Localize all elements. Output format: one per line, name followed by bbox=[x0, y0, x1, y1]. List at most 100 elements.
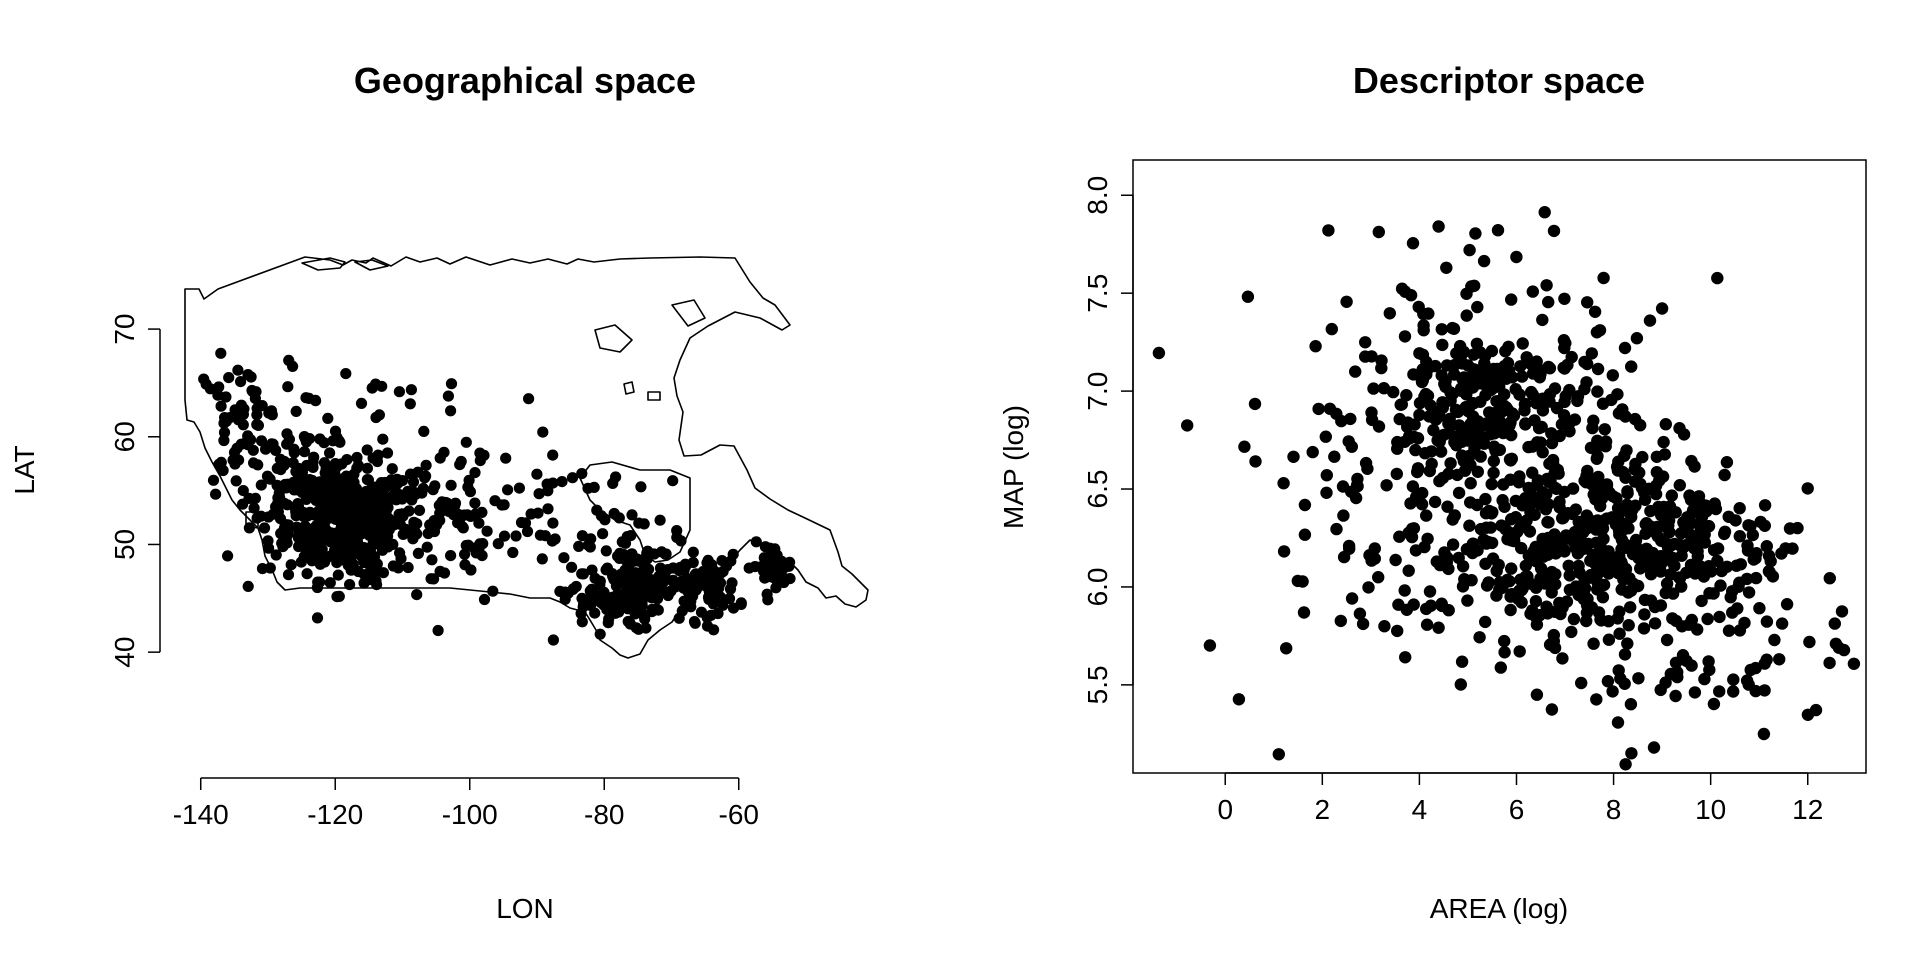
right-point bbox=[1516, 499, 1529, 512]
right-point bbox=[1618, 341, 1632, 355]
right-point bbox=[1701, 612, 1714, 626]
right-point bbox=[1351, 480, 1364, 493]
left-point bbox=[303, 433, 316, 445]
left-point bbox=[576, 468, 588, 480]
right-point bbox=[1742, 678, 1755, 691]
right-point bbox=[1513, 645, 1526, 658]
right-point bbox=[1684, 558, 1698, 572]
left-point bbox=[213, 458, 225, 470]
right-point bbox=[1498, 360, 1511, 373]
left-point bbox=[418, 425, 430, 437]
right-x-tick-label: 8 bbox=[1606, 794, 1622, 825]
right-point bbox=[1464, 496, 1477, 509]
left-point bbox=[750, 536, 762, 548]
left-point bbox=[688, 616, 701, 628]
right-point bbox=[1444, 457, 1457, 470]
left-point bbox=[459, 559, 471, 571]
right-point bbox=[1505, 562, 1518, 575]
left-point bbox=[352, 544, 364, 557]
right-point bbox=[1625, 360, 1638, 373]
right-point bbox=[1527, 544, 1541, 558]
left-point bbox=[640, 622, 652, 634]
left-point bbox=[232, 364, 244, 376]
left-point bbox=[361, 444, 373, 456]
left-point bbox=[382, 530, 394, 542]
left-point bbox=[314, 433, 326, 445]
right-point bbox=[1504, 603, 1517, 617]
left-point bbox=[373, 409, 385, 421]
left-point bbox=[222, 550, 234, 562]
right-point bbox=[1451, 405, 1465, 419]
left-point bbox=[314, 576, 326, 588]
right-point bbox=[1823, 656, 1836, 670]
left-point bbox=[255, 479, 267, 491]
right-point bbox=[1727, 685, 1740, 698]
left-point bbox=[546, 535, 558, 547]
left-point bbox=[247, 444, 259, 456]
right-point bbox=[1688, 460, 1701, 473]
right-point bbox=[1734, 558, 1748, 571]
right-point bbox=[1538, 206, 1551, 219]
left-point bbox=[387, 490, 399, 502]
left-point bbox=[329, 463, 341, 475]
right-point bbox=[1621, 637, 1634, 650]
right-point bbox=[1613, 627, 1626, 640]
right-point bbox=[1526, 285, 1540, 298]
right-point bbox=[1632, 672, 1645, 685]
right-point bbox=[1587, 637, 1600, 650]
right-y-tick-label: 5.5 bbox=[1082, 665, 1113, 704]
right-point bbox=[1432, 220, 1445, 233]
right-point bbox=[1595, 547, 1608, 561]
left-point bbox=[554, 585, 566, 598]
right-point bbox=[1536, 392, 1550, 405]
right-y-tick-label: 6.5 bbox=[1082, 470, 1113, 509]
right-point bbox=[1349, 491, 1363, 505]
right-point bbox=[1507, 409, 1521, 422]
right-point bbox=[1362, 581, 1375, 594]
right-point bbox=[1540, 279, 1553, 292]
right-point bbox=[1241, 290, 1255, 303]
right-point bbox=[1773, 653, 1786, 666]
left-point bbox=[371, 579, 383, 591]
right-point bbox=[1742, 519, 1755, 532]
right-point bbox=[1594, 613, 1607, 626]
right-point bbox=[1320, 486, 1333, 499]
right-point bbox=[1446, 321, 1459, 335]
right-point bbox=[1487, 466, 1500, 480]
right-point bbox=[1464, 477, 1477, 490]
right-point bbox=[1486, 506, 1499, 519]
right-point bbox=[1581, 296, 1594, 309]
right-point bbox=[1613, 605, 1626, 618]
right-point bbox=[1572, 559, 1585, 573]
right-point bbox=[1519, 417, 1532, 430]
left-point bbox=[589, 607, 601, 619]
right-point bbox=[1590, 452, 1604, 465]
left-point bbox=[651, 593, 664, 605]
left-point bbox=[290, 504, 302, 516]
left-point bbox=[434, 565, 446, 578]
left-point bbox=[556, 476, 568, 488]
left-point bbox=[379, 476, 391, 489]
right-point bbox=[1711, 271, 1724, 285]
right-point bbox=[1750, 547, 1763, 560]
right-point bbox=[1510, 250, 1523, 264]
right-point bbox=[1713, 685, 1726, 698]
right-point bbox=[1681, 511, 1694, 524]
left-point bbox=[411, 518, 423, 530]
left-point bbox=[368, 566, 380, 579]
right-point bbox=[1330, 522, 1343, 536]
right-point bbox=[1312, 402, 1325, 416]
right-point bbox=[1741, 539, 1754, 552]
right-point bbox=[1402, 564, 1415, 577]
left-point bbox=[677, 582, 690, 594]
right-point bbox=[1803, 635, 1816, 649]
left-point bbox=[346, 495, 358, 507]
left-y-axis-label: LAT bbox=[9, 445, 40, 494]
left-point bbox=[319, 553, 331, 565]
left-point bbox=[356, 504, 368, 516]
right-point bbox=[1478, 437, 1491, 450]
left-point bbox=[381, 447, 394, 459]
right-point bbox=[1424, 599, 1438, 612]
right-point bbox=[1389, 553, 1402, 567]
left-point bbox=[230, 475, 242, 487]
